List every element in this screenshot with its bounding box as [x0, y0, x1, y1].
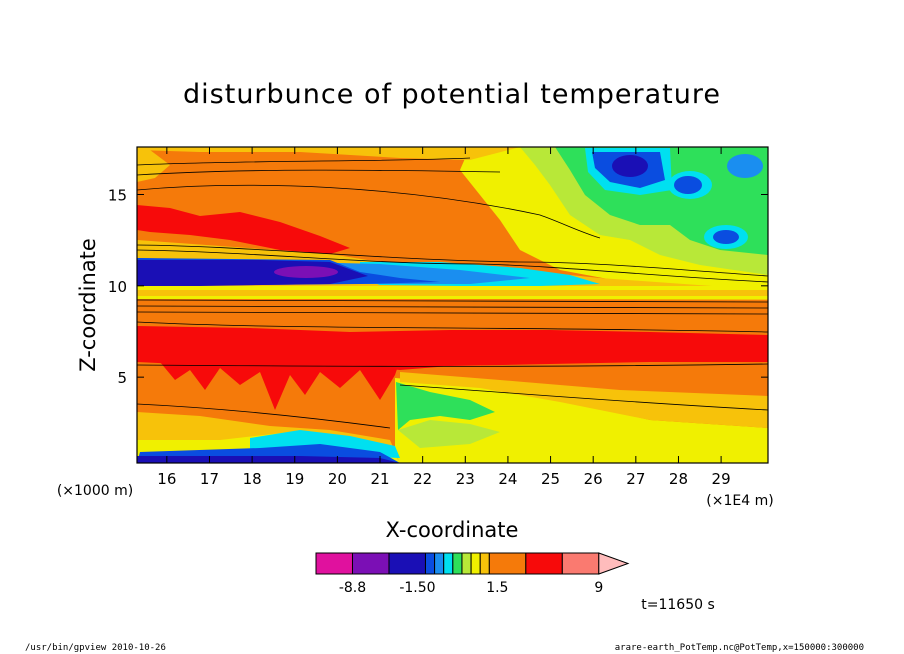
x-tick-label: 17	[200, 470, 219, 488]
jet-purple-core	[274, 266, 338, 278]
colorbar-swatch	[452, 552, 463, 575]
colorbar-label: -8.8	[339, 580, 366, 596]
colorbar-swatch	[479, 552, 490, 575]
colorbar-swatch	[461, 552, 472, 575]
contour-lines	[137, 157, 768, 429]
x-tick-label: 29	[712, 470, 731, 488]
contour-field	[137, 147, 768, 463]
colorbar-swatch	[424, 552, 436, 575]
red-spikes-lower	[160, 360, 400, 410]
colorbar-swatch	[488, 552, 527, 575]
colorbar-label: -1.50	[399, 580, 435, 596]
blob-navy-top	[612, 155, 648, 177]
band-yellow-top-strip	[137, 147, 520, 160]
colorbar-label: 9	[594, 580, 603, 596]
x-tick-label: 18	[243, 470, 262, 488]
colorbar-swatch	[315, 552, 353, 575]
x-tick-label: 23	[456, 470, 475, 488]
y-tick-label: 5	[117, 369, 127, 387]
colorbar-swatch	[561, 552, 600, 575]
x-tick-label: 26	[584, 470, 603, 488]
plot-frame	[136, 146, 769, 464]
x-axis-ticks: 16 17 18 19 20 21 22 23 24 25 26 27 28 29	[157, 147, 731, 488]
band-red-upper-left	[137, 205, 350, 254]
colorbar-label: 1.5	[486, 580, 508, 596]
region-orange-lower-right	[400, 372, 768, 428]
colorbar-swatch	[434, 552, 445, 575]
y-tick-label: 15	[108, 186, 127, 204]
region-green-lower	[396, 382, 495, 430]
region-yellowgreen-lower	[398, 420, 500, 448]
footer-left: /usr/bin/gpview 2010-10-26	[25, 643, 166, 653]
x-tick-label: 28	[669, 470, 688, 488]
colorbar-swatch	[351, 552, 390, 575]
time-label: t=11650 s	[641, 597, 715, 613]
x-tick-label: 21	[370, 470, 389, 488]
band-red-main	[137, 326, 768, 370]
band-navy-bottom-left	[137, 456, 400, 463]
colorbar-swatch	[525, 552, 563, 575]
stripe-yellow-2	[137, 296, 768, 299]
footer-right: arare-earth_PotTemp.nc@PotTemp,x=150000:…	[615, 643, 864, 653]
blob-blue-right-1	[674, 176, 702, 194]
x-units-right: (×1E4 m)	[706, 493, 773, 509]
y-axis-ticks: 5 10 15	[108, 186, 768, 387]
blob-blue-right-2	[713, 230, 739, 244]
colorbar-labels: -8.8 -1.50 1.5 9	[339, 580, 603, 596]
x-axis-label: X-coordinate	[386, 518, 519, 542]
chart-title: disturbunce of potential temperature	[183, 79, 721, 110]
colorbar-swatch	[470, 552, 481, 575]
y-axis-label: Z-coordinate	[76, 238, 100, 372]
x-tick-label: 27	[626, 470, 645, 488]
colorbar-swatch	[388, 552, 426, 575]
stripe-yellow-1	[137, 286, 768, 290]
colorbar-swatch	[443, 552, 454, 575]
y-tick-label: 10	[108, 278, 127, 296]
x-tick-label: 19	[285, 470, 304, 488]
x-tick-label: 24	[498, 470, 517, 488]
x-tick-label: 16	[157, 470, 176, 488]
stripe-orange-1	[137, 290, 768, 296]
colorbar	[315, 552, 630, 575]
x-units-left: (×1000 m)	[57, 483, 133, 499]
blob-cyan-right-3	[727, 154, 763, 178]
x-tick-label: 22	[413, 470, 432, 488]
x-tick-label: 25	[541, 470, 560, 488]
region-yellow-lower-right	[395, 378, 768, 463]
colorbar-arrow	[598, 552, 630, 575]
x-tick-label: 20	[328, 470, 347, 488]
band-lightred-top-left	[137, 148, 170, 182]
